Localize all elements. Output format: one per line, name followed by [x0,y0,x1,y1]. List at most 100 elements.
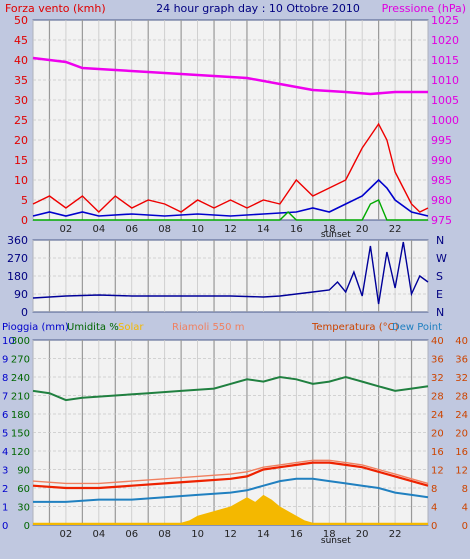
temperature-tick-label: 24 [431,410,444,421]
sunset-label: sunset [321,536,351,546]
compass-label: N [436,234,444,247]
wind-tick-label: 50 [14,14,28,27]
temperature-tick-label: 4 [431,503,437,514]
temperature-right-tick-label: 20 [455,429,468,440]
hour-tick-label: 22 [389,529,402,540]
temperature-right-tick-label: 4 [462,503,468,514]
pressure-tick-label: 975 [431,214,452,227]
series-apparent-temperature [32,459,429,485]
temperature-tick-label: 28 [431,392,444,403]
humidity-tick-label: 0 [24,521,30,532]
solar-axis-title: Solar [118,322,144,333]
hour-tick-label: 20 [356,224,369,235]
chart-title: 24 hour graph day : 10 Ottobre 2010 [156,2,360,15]
rain-tick-label: 8 [2,373,8,384]
temperature-tick-label: 20 [431,429,444,440]
hour-tick-label: 12 [224,529,237,540]
pressure-tick-label: 1015 [431,54,459,67]
temperature-right-tick-label: 36 [455,355,468,366]
series-wind-average [32,178,429,217]
direction-tick-label: 90 [14,288,28,301]
temperature-tick-label: 40 [431,336,444,347]
compass-label: S [436,270,443,283]
hour-tick-label: 08 [158,529,171,540]
rain-tick-label: 1 [2,503,8,514]
rain-tick-label: 4 [2,447,8,458]
hour-tick-label: 10 [191,224,204,235]
humidity-tick-label: 270 [11,355,30,366]
temperature-right-tick-label: 24 [455,410,468,421]
hour-tick-label: 18 [323,224,336,235]
humidity-tick-label: 150 [11,429,30,440]
wind-tick-label: 0 [21,214,28,227]
hour-tick-label: 02 [60,224,73,235]
hour-tick-label: 04 [92,529,105,540]
temperature-tick-label: 12 [431,466,444,477]
temperature-right-tick-label: 0 [462,521,468,532]
humidity-tick-label: 90 [17,466,30,477]
series-pressure [32,56,428,96]
hour-tick-label: 16 [290,529,303,540]
temperature-tick-label: 32 [431,373,444,384]
compass-label: E [436,288,443,301]
series-wind-direction [32,241,429,305]
hour-tick-label: 04 [92,224,105,235]
hour-tick-label: 14 [257,529,270,540]
wind-tick-label: 20 [14,134,28,147]
hour-tick-label: 08 [158,224,171,235]
rain-humidity-temperature-grid [32,339,429,526]
wind-tick-label: 40 [14,54,28,67]
wind-tick-label: 45 [14,34,28,47]
hour-tick-label: 02 [60,529,73,540]
temperature-right-tick-label: 32 [455,373,468,384]
rain-tick-label: 9 [2,355,8,366]
pressure-tick-label: 980 [431,194,452,207]
temperature-right-tick-label: 12 [455,466,468,477]
series-dew-point [33,477,429,503]
series-temperature [32,461,429,490]
pressure-tick-label: 1000 [431,114,459,127]
rain-tick-label: 7 [2,392,8,403]
hour-tick-label: 16 [290,224,303,235]
humidity-axis-title: Umidita % [67,322,119,333]
rain-tick-label: 3 [2,466,8,477]
temperature-tick-label: 0 [431,521,437,532]
hour-tick-label: 06 [125,224,138,235]
rain-axis-title: Pioggia (mm) [2,322,69,333]
humidity-tick-label: 30 [17,503,30,514]
temperature-right-tick-label: 28 [455,392,468,403]
wind-pressure-grid [32,19,429,221]
hour-tick-label: 20 [356,529,369,540]
pressure-tick-label: 990 [431,154,452,167]
direction-tick-label: 360 [7,234,28,247]
wind-tick-label: 10 [14,174,28,187]
humidity-tick-label: 120 [11,447,30,458]
wind-tick-label: 5 [21,194,28,207]
pressure-tick-label: 1005 [431,94,459,107]
rain-tick-label: 2 [2,484,8,495]
station-label: Riamoli 550 m [172,322,244,333]
solar-area [33,494,428,525]
compass-label: W [436,252,447,265]
rain-tick-label: 10 [2,336,15,347]
temperature-tick-label: 8 [431,484,437,495]
pressure-tick-label: 985 [431,174,452,187]
humidity-tick-label: 180 [11,410,30,421]
series-wind-speed [32,122,429,213]
humidity-tick-label: 240 [11,373,30,384]
temperature-right-tick-label: 16 [455,447,468,458]
humidity-tick-label: 300 [11,336,30,347]
hour-tick-label: 12 [224,224,237,235]
hour-tick-label: 18 [323,529,336,540]
pressure-tick-label: 1025 [431,14,459,27]
wind-direction-grid [32,239,429,313]
wind-tick-label: 35 [14,74,28,87]
wind-tick-label: 30 [14,94,28,107]
wind-tick-label: 15 [14,154,28,167]
direction-tick-label: 0 [21,306,28,319]
temperature-tick-label: 36 [431,355,444,366]
series-humidity [32,375,429,402]
rain-tick-label: 5 [2,429,8,440]
hour-tick-label: 06 [125,529,138,540]
